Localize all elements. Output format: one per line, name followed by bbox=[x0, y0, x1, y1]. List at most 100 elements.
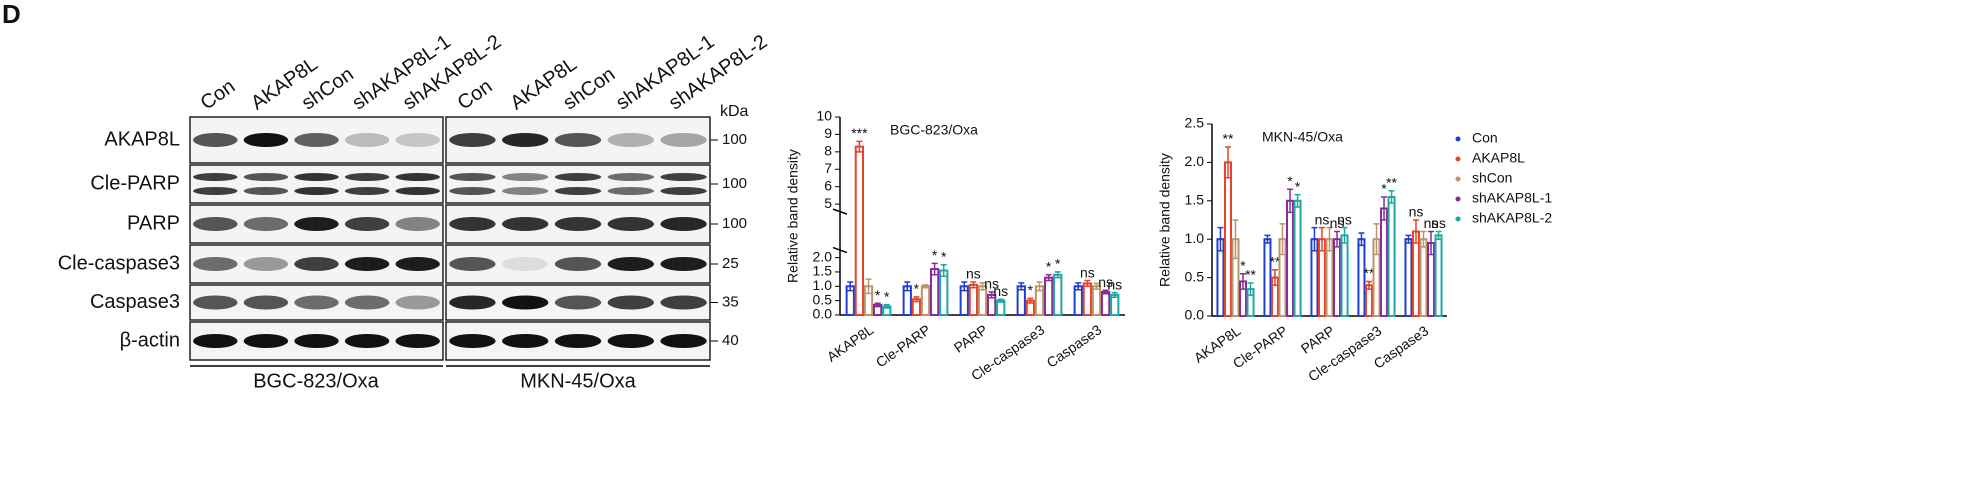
y-tick-label: 6 bbox=[824, 177, 832, 193]
band bbox=[607, 173, 655, 181]
row-label: Cle-caspase3 bbox=[58, 252, 180, 274]
legend-marker bbox=[1455, 156, 1461, 162]
error-bar bbox=[997, 298, 1004, 303]
group-label: MKN-45/Oxa bbox=[520, 370, 636, 392]
band bbox=[395, 217, 440, 231]
error-bar bbox=[1217, 226, 1224, 252]
band bbox=[501, 133, 549, 147]
panel-label: D bbox=[2, 0, 21, 29]
error-bar bbox=[922, 284, 929, 289]
legend-label: AKAP8L bbox=[1472, 150, 1525, 166]
band bbox=[193, 173, 238, 181]
band bbox=[193, 295, 238, 310]
error-bar bbox=[1264, 234, 1271, 244]
error-bar bbox=[1054, 271, 1061, 279]
band bbox=[660, 334, 707, 348]
bar bbox=[1404, 238, 1413, 317]
y-axis-label: Relative band density bbox=[1157, 153, 1173, 287]
bar bbox=[1419, 238, 1428, 317]
significance: *** bbox=[851, 125, 868, 141]
band bbox=[193, 334, 238, 348]
band bbox=[554, 187, 602, 195]
legend-label: shAKAP8L-2 bbox=[1472, 210, 1552, 226]
band bbox=[607, 217, 655, 231]
error-bar bbox=[1326, 226, 1333, 252]
band bbox=[193, 217, 238, 231]
error-bar bbox=[1111, 291, 1118, 298]
significance: * bbox=[1046, 259, 1052, 275]
band bbox=[193, 257, 238, 271]
significance: ** bbox=[1223, 131, 1234, 147]
significance: ns bbox=[1337, 211, 1352, 227]
chart-title: BGC-823/Oxa bbox=[890, 122, 978, 138]
significance: * bbox=[1287, 173, 1293, 189]
blot-box bbox=[445, 164, 711, 204]
band bbox=[607, 187, 655, 195]
significance: * bbox=[1055, 256, 1061, 272]
y-tick-label: 1.0 bbox=[1185, 230, 1205, 246]
error-bar bbox=[1102, 289, 1109, 295]
error-bar bbox=[1224, 146, 1231, 179]
y-tick-label: 0.5 bbox=[1185, 268, 1205, 284]
bar bbox=[854, 145, 865, 316]
band bbox=[607, 334, 655, 348]
significance: ** bbox=[1386, 175, 1397, 191]
bar bbox=[1411, 230, 1420, 318]
bar bbox=[1333, 238, 1342, 317]
band bbox=[660, 217, 707, 231]
band bbox=[395, 295, 440, 310]
error-bar bbox=[1341, 226, 1348, 244]
significance: * bbox=[914, 281, 920, 297]
legend-label: shCon bbox=[1472, 170, 1512, 186]
y-tick-label: 1.0 bbox=[813, 277, 833, 293]
row-label: Caspase3 bbox=[90, 291, 180, 313]
y-axis-label: Relative band density bbox=[785, 149, 801, 283]
error-bar bbox=[1093, 282, 1100, 290]
error-bar bbox=[1240, 273, 1247, 290]
band bbox=[554, 173, 602, 181]
significance: * bbox=[1295, 178, 1301, 194]
bar bbox=[1091, 285, 1102, 317]
significance: ** bbox=[1245, 267, 1256, 283]
bar bbox=[1223, 161, 1232, 317]
band bbox=[193, 133, 238, 147]
error-bar bbox=[913, 296, 920, 303]
error-bar bbox=[1420, 230, 1427, 248]
band bbox=[294, 173, 339, 181]
band bbox=[501, 257, 549, 271]
band bbox=[449, 173, 496, 181]
band bbox=[449, 133, 496, 147]
band bbox=[660, 257, 707, 271]
error-bar bbox=[1036, 281, 1043, 292]
significance: ** bbox=[1270, 254, 1281, 270]
legend-marker bbox=[1455, 136, 1461, 142]
significance: ns bbox=[1080, 264, 1095, 280]
error-bar bbox=[1365, 280, 1372, 290]
lane-label: Con bbox=[197, 75, 240, 114]
bar bbox=[1340, 234, 1349, 317]
band bbox=[344, 334, 390, 348]
row-label: Cle-PARP bbox=[90, 172, 180, 194]
bar bbox=[939, 269, 949, 317]
error-bar bbox=[979, 282, 986, 291]
band bbox=[243, 187, 289, 195]
kda-header: kDa bbox=[720, 103, 749, 120]
band bbox=[193, 187, 238, 195]
error-bar bbox=[1247, 282, 1254, 297]
significance: ns bbox=[984, 276, 999, 292]
bar bbox=[929, 268, 940, 316]
band bbox=[243, 334, 289, 348]
bar bbox=[920, 285, 931, 317]
legend-label: shAKAP8L-1 bbox=[1472, 190, 1552, 206]
band bbox=[554, 133, 602, 147]
y-tick-label: 0.5 bbox=[813, 291, 833, 307]
band bbox=[501, 334, 549, 348]
band bbox=[243, 173, 289, 181]
bar bbox=[968, 283, 979, 316]
band bbox=[344, 295, 390, 310]
band bbox=[554, 257, 602, 271]
significance: ns bbox=[1431, 215, 1446, 231]
error-bar bbox=[1435, 230, 1442, 240]
error-bar bbox=[1045, 274, 1052, 282]
band bbox=[501, 187, 549, 195]
